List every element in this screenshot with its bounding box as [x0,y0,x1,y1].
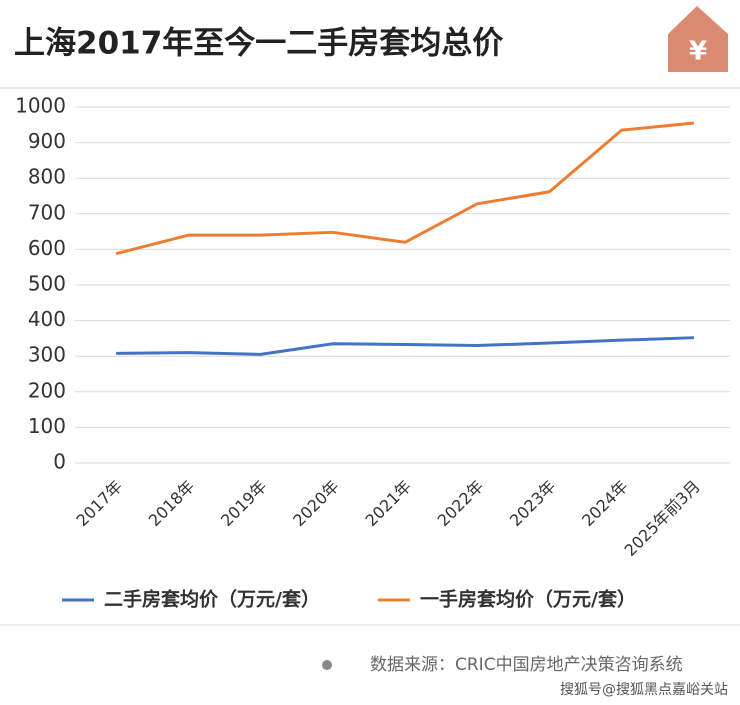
source-dot [322,660,332,670]
legend-label: 二手房套均价（万元/套） [104,588,320,611]
y-tick-label: 0 [53,450,66,474]
y-tick-label: 300 [28,343,66,367]
y-tick-label: 600 [28,236,66,260]
chart-title: 上海2017年至今一二手房套均总价 [14,26,503,62]
line-series [115,121,695,256]
house-icon: ¥ [668,6,728,72]
y-tick-label: 700 [28,200,66,224]
icon-shape [668,6,728,72]
watermark: 搜狐号@搜狐黑点嘉峪关站 [560,682,728,698]
y-tick-label: 800 [28,165,66,189]
y-tick-label: 900 [28,129,66,153]
y-tick-label: 200 [28,378,66,402]
y-tick-label: 500 [28,272,66,296]
icon-text: ¥ [689,37,707,67]
y-tick-label: 100 [28,414,66,438]
y-tick-label: 400 [28,307,66,331]
y-tick-label: 1000 [15,94,66,118]
legend-label: 一手房套均价（万元/套） [420,588,636,611]
source: 数据来源：CRIC中国房地产决策咨询系统 [370,655,683,675]
line-series [116,336,694,356]
